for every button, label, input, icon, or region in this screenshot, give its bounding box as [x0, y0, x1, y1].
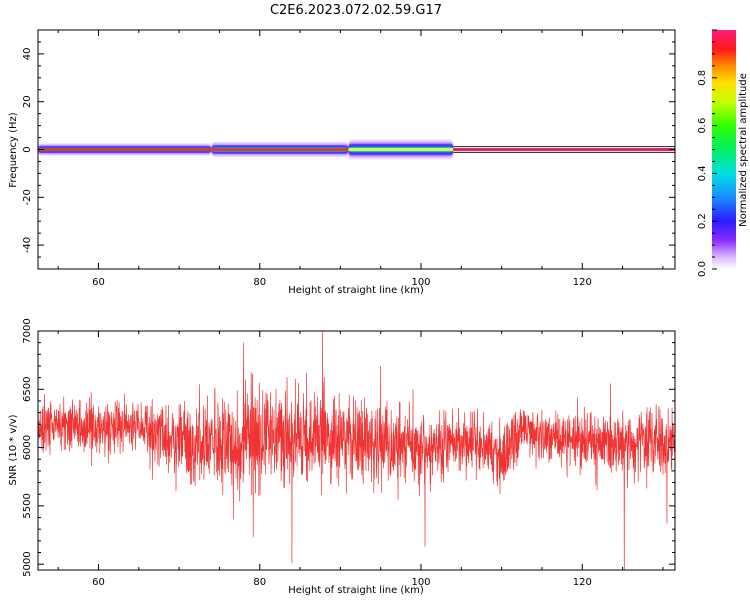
- heatmap-x-tick-label: 100: [411, 277, 430, 288]
- heatmap-x-axis: 60 80 100 120: [57, 30, 664, 288]
- snr-y-tick-label: 5000: [22, 551, 33, 576]
- colorbar: 0.0 0.2 0.4 0.6 0.8 Normalized spectral ampl…: [697, 29, 749, 277]
- heatmap-xlabel: Height of straight line (km): [288, 285, 424, 296]
- heatmap-band-core: [348, 148, 454, 151]
- heatmap-x-tick-label: 60: [92, 277, 105, 288]
- colorbar-tick-label: 0.6: [697, 118, 708, 134]
- heatmap-y-tick-label: 40: [22, 48, 33, 61]
- heatmap-band-core: [211, 148, 349, 151]
- heatmap-panel: 60 80 100 120 -40 -20 0 20 40 Height of straigh…: [8, 29, 676, 296]
- colorbar-ticks: 0.0 0.2 0.4 0.6 0.8: [697, 29, 717, 277]
- heatmap-x-tick-label: 80: [253, 277, 266, 288]
- snr-y-tick-label: 7000: [22, 318, 33, 343]
- heatmap-y-tick-label: -20: [22, 189, 33, 205]
- colorbar-gradient: [712, 30, 736, 269]
- heatmap-plot-area: [38, 30, 675, 269]
- colorbar-label: Normalized spectral amplitude: [738, 73, 749, 227]
- heatmap-y-axis: -40 -20 0 20 40: [22, 29, 675, 270]
- snr-xlabel: Height of straight line (km): [288, 585, 424, 596]
- colorbar-tick-label: 0.2: [697, 213, 708, 229]
- snr-ylabel: SNR (10 * v/v): [8, 414, 19, 485]
- snr-x-tick-label: 60: [92, 577, 105, 588]
- snr-x-axis: 60 80 100 120: [57, 331, 664, 588]
- heatmap-band-core: [38, 148, 212, 151]
- heatmap-y-tick-label: 0: [22, 146, 33, 152]
- snr-series-line: [38, 331, 675, 570]
- heatmap-band-core: [453, 148, 675, 151]
- snr-x-tick-label: 120: [573, 577, 592, 588]
- heatmap-y-tick-label: 20: [22, 95, 33, 108]
- snr-y-tick-label: 6500: [22, 377, 33, 402]
- colorbar-tick-label: 0.4: [697, 165, 708, 181]
- snr-y-axis: 5000 5500 6000 6500 7000: [22, 318, 675, 577]
- heatmap-y-tick-label: -40: [22, 237, 33, 253]
- colorbar-tick-label: 0.0: [697, 261, 708, 277]
- figure-title: C2E6.2023.072.02.59.G17: [270, 3, 442, 18]
- snr-y-tick-label: 6000: [22, 435, 33, 460]
- snr-x-tick-label: 100: [411, 577, 430, 588]
- snr-x-tick-label: 80: [253, 577, 266, 588]
- heatmap-ylabel: Frequency (Hz): [8, 112, 19, 188]
- snr-plot-area: [38, 331, 675, 570]
- snr-frame: [37, 330, 676, 571]
- colorbar-tick-label: 0.8: [697, 70, 708, 86]
- heatmap-x-tick-label: 120: [573, 277, 592, 288]
- snr-panel: 60 80 100 120 5000 5500 6000 6500 7000 Height o…: [8, 318, 676, 596]
- snr-y-tick-label: 5500: [22, 493, 33, 518]
